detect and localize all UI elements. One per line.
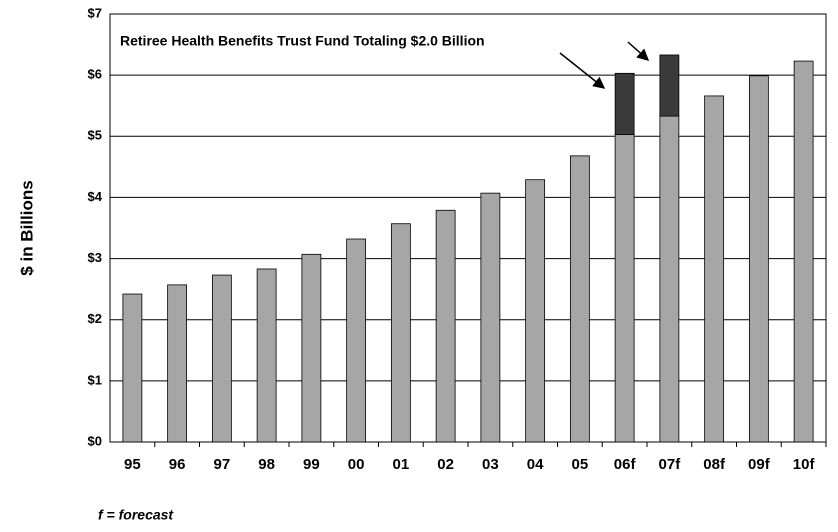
bar-segment <box>346 238 367 443</box>
bar-segment <box>167 284 188 443</box>
bar-segment <box>659 115 680 443</box>
bar-segment <box>480 192 501 443</box>
x-tick-label: 08f <box>703 456 726 473</box>
y-tick-label: $6 <box>88 67 102 82</box>
bar-segment <box>435 209 456 443</box>
x-tick-label: 05 <box>572 456 589 473</box>
footnote: f = forecast <box>98 507 174 523</box>
y-axis-label: $ in Billions <box>17 180 36 275</box>
y-tick-label: $3 <box>88 250 102 265</box>
x-tick-label: 10f <box>793 456 816 473</box>
bar-segment <box>525 179 546 443</box>
bar-segment <box>614 134 635 443</box>
x-tick-label: 97 <box>214 456 231 473</box>
x-tick-label: 01 <box>393 456 410 473</box>
x-tick-label: 06f <box>614 456 637 473</box>
x-tick-label: 09f <box>748 456 771 473</box>
bar-segment <box>659 54 680 117</box>
y-tick-label: $0 <box>88 433 102 448</box>
y-tick-label: $2 <box>88 311 102 326</box>
bar-segment <box>748 75 769 443</box>
bar-segment <box>301 253 322 443</box>
bar-segment <box>704 95 725 443</box>
annotation-arrow <box>559 52 606 89</box>
x-tick-label: 00 <box>348 456 365 473</box>
bar-segment <box>122 293 143 443</box>
bar-segment <box>569 155 590 443</box>
x-tick-label: 96 <box>169 456 186 473</box>
bar-segment <box>793 60 814 443</box>
annotation-arrow <box>627 41 650 62</box>
bar-segment <box>256 268 277 443</box>
x-tick-label: 04 <box>527 456 544 473</box>
x-tick-label: 03 <box>482 456 499 473</box>
bar-segment <box>390 223 411 443</box>
x-tick-label: 07f <box>659 456 682 473</box>
x-tick-label: 02 <box>437 456 454 473</box>
x-tick-label: 99 <box>303 456 320 473</box>
x-tick-label: 95 <box>124 456 141 473</box>
x-tick-label: 98 <box>258 456 275 473</box>
y-tick-label: $7 <box>88 5 102 20</box>
y-tick-label: $1 <box>88 372 102 387</box>
bar-segment <box>211 274 232 443</box>
annotation: Retiree Health Benefits Trust Fund Total… <box>120 33 485 49</box>
y-tick-label: $5 <box>88 128 102 143</box>
bar-segment <box>614 72 635 135</box>
y-tick-label: $4 <box>88 189 103 204</box>
